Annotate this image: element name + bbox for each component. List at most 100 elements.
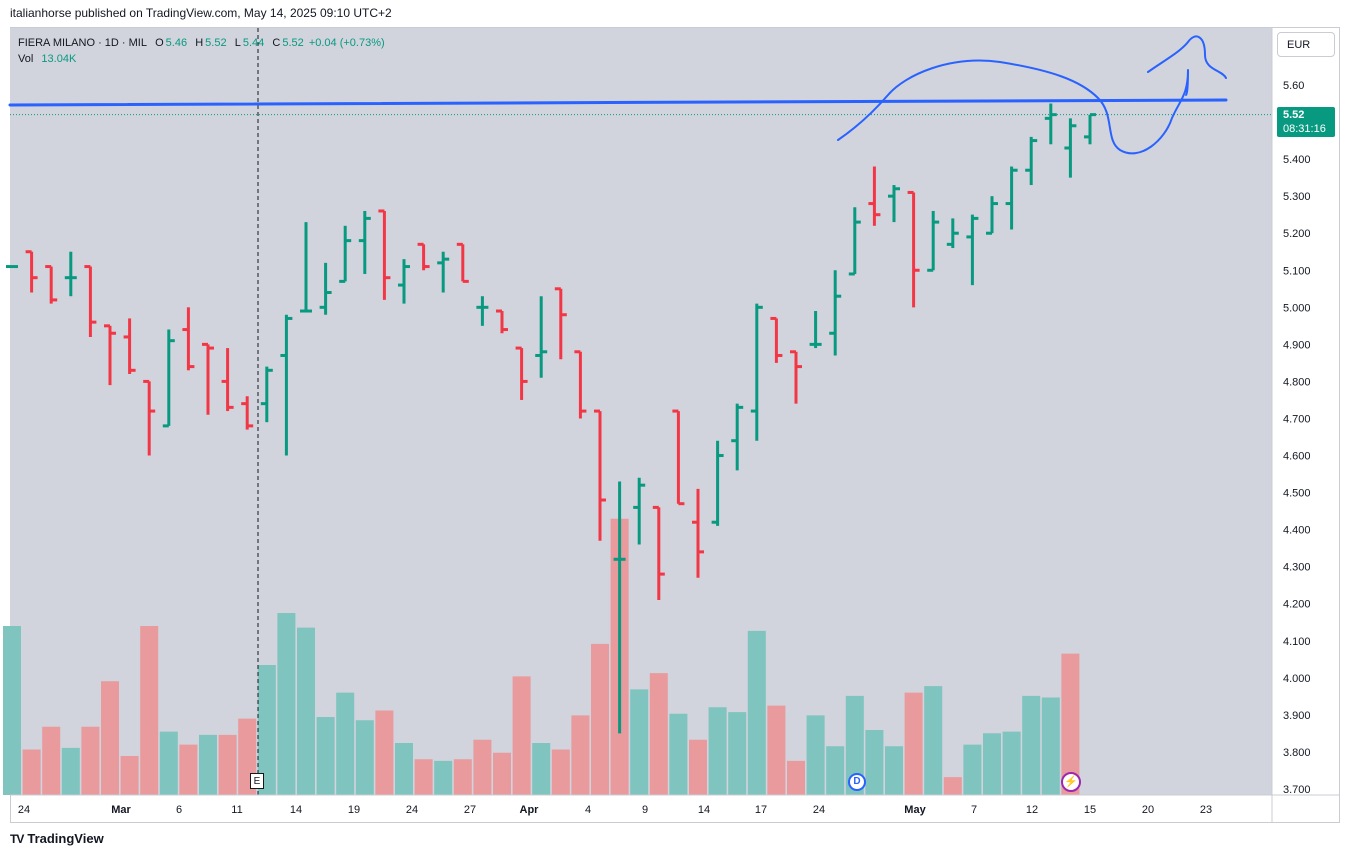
- x-tick-label: 23: [1200, 804, 1212, 816]
- volume-bar: [101, 681, 119, 795]
- x-tick-label: 9: [642, 804, 648, 816]
- volume-bar: [61, 747, 80, 795]
- y-tick-label: 3.700: [1283, 784, 1311, 796]
- x-tick-label: 17: [755, 804, 767, 816]
- y-tick-label: 4.000: [1283, 673, 1311, 685]
- x-tick-label: 14: [698, 804, 710, 816]
- volume-bar: [336, 692, 355, 795]
- x-tick-label: 27: [464, 804, 476, 816]
- volume-bar: [845, 695, 864, 795]
- volume-bar: [1061, 653, 1080, 795]
- volume-bar: [924, 686, 943, 795]
- earnings-marker[interactable]: E: [250, 773, 264, 789]
- volume-bar: [277, 613, 296, 795]
- volume-bar: [140, 626, 159, 795]
- y-tick-label: 4.900: [1283, 339, 1311, 351]
- volume-bar: [571, 715, 590, 795]
- x-tick-label: 24: [18, 804, 30, 816]
- currency-button[interactable]: EUR: [1277, 32, 1335, 57]
- volume-bar: [551, 749, 570, 795]
- x-tick-label: 14: [290, 804, 302, 816]
- bar-countdown: 08:31:16: [1283, 123, 1326, 135]
- y-tick-label: 4.800: [1283, 376, 1311, 388]
- volume-bar: [963, 744, 982, 795]
- volume-bar: [649, 673, 668, 795]
- x-tick-label: 24: [813, 804, 825, 816]
- volume-bar: [414, 759, 433, 795]
- volume-bar: [257, 665, 276, 795]
- volume-bar: [865, 730, 884, 795]
- volume-bar: [81, 726, 100, 795]
- y-tick-label: 4.200: [1283, 599, 1311, 611]
- x-tick-label: 11: [231, 804, 242, 816]
- y-tick-label: 5.200: [1283, 228, 1311, 240]
- volume-bar: [826, 746, 845, 795]
- volume-bar: [943, 777, 962, 795]
- symbol-label[interactable]: FIERA MILANO · 1D · MIL: [18, 37, 147, 49]
- volume-bar: [904, 692, 923, 795]
- volume-bar: [983, 733, 1001, 795]
- volume-bar: [395, 743, 413, 795]
- volume-bar: [689, 739, 707, 795]
- y-tick-label: 4.400: [1283, 525, 1311, 537]
- volume-bar: [669, 713, 688, 795]
- volume-bar: [885, 746, 903, 795]
- freehand-drawing: [837, 35, 1227, 155]
- horizontal-drawn-line: [8, 98, 1228, 107]
- volume-bar: [630, 689, 649, 795]
- high-label: H: [195, 37, 204, 49]
- x-tick-label: 12: [1026, 804, 1038, 816]
- y-tick-label: 4.300: [1283, 562, 1311, 574]
- low-value: 5.44: [242, 37, 265, 49]
- change-value: +0.04 (+0.73%): [308, 37, 385, 49]
- volume-bar: [434, 760, 453, 795]
- volume-bar: [787, 760, 805, 795]
- volume-bar: [3, 626, 21, 795]
- open-value: 5.46: [165, 37, 188, 49]
- y-tick-label: 5.60: [1283, 80, 1304, 92]
- x-tick-label: 4: [585, 804, 591, 816]
- y-tick-label: 3.900: [1283, 710, 1311, 722]
- volume-bar: [493, 752, 511, 795]
- high-value: 5.52: [205, 37, 227, 49]
- x-tick-label: 7: [971, 804, 977, 816]
- volume-bar: [355, 720, 374, 795]
- x-tick-label: 6: [176, 804, 182, 816]
- x-tick-label: Apr: [520, 804, 540, 816]
- volume-bar: [375, 710, 394, 795]
- dividend-marker[interactable]: D: [848, 773, 866, 791]
- tradingview-brand: TradingView: [27, 831, 104, 846]
- volume-bar: [1022, 695, 1041, 795]
- tradingview-logo[interactable]: TV TradingView: [10, 831, 104, 846]
- x-tick-label: 15: [1084, 804, 1096, 816]
- x-tick-label: May: [904, 804, 926, 816]
- volume-bar: [159, 731, 178, 795]
- close-label: C: [272, 37, 281, 49]
- publisher-caption: italianhorse published on TradingView.co…: [10, 6, 392, 20]
- volume-bar: [708, 707, 727, 795]
- volume-bar: [1041, 697, 1060, 795]
- y-tick-label: 5.400: [1283, 154, 1311, 166]
- volume-bar: [218, 734, 237, 795]
- volume-bar: [591, 643, 609, 795]
- volume-bar: [532, 743, 551, 795]
- volume-bar: [199, 734, 217, 795]
- volume-label: Vol: [18, 53, 34, 65]
- low-label: L: [234, 37, 241, 49]
- y-tick-label: 3.800: [1283, 747, 1311, 759]
- x-tick-label: 19: [348, 804, 360, 816]
- y-tick-label: 5.100: [1283, 265, 1311, 277]
- volume-bar: [1002, 731, 1021, 795]
- tradingview-logo-icon: TV: [10, 831, 24, 846]
- volume-bar: [453, 759, 472, 795]
- y-tick-label: 5.000: [1283, 302, 1311, 314]
- volume-bar: [297, 627, 315, 795]
- close-value: 5.52: [282, 37, 304, 49]
- x-tick-label: 24: [406, 804, 418, 816]
- volume-bar: [22, 749, 41, 795]
- volume-bar: [806, 715, 825, 795]
- open-label: O: [155, 37, 164, 49]
- split-marker[interactable]: ⚡: [1061, 772, 1081, 792]
- volume-bar: [120, 756, 139, 795]
